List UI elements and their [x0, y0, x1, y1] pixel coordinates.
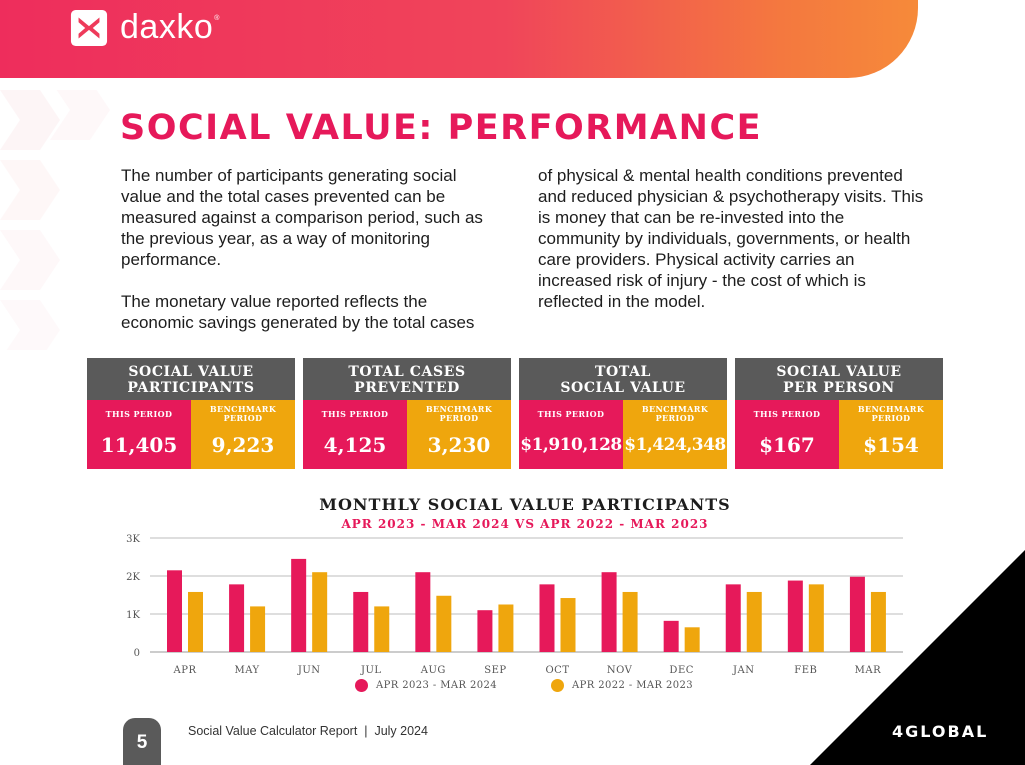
- x-tick-label: FEB: [794, 665, 817, 676]
- kpi-bench-value: $154: [863, 433, 919, 457]
- brand-name: daxko: [120, 8, 214, 46]
- kpi-card-participants: SOCIAL VALUE PARTICIPANTS THIS PERIOD 11…: [87, 358, 295, 469]
- x-tick-label: JAN: [732, 665, 754, 676]
- bar-benchmark: [498, 604, 514, 652]
- bar-current: [415, 572, 431, 652]
- legend-dot-benchmark: [551, 679, 564, 692]
- bar-current: [477, 610, 493, 652]
- kpi-bench-label: BENCHMARK PERIOD: [857, 404, 925, 423]
- daxko-logo-icon: [70, 9, 108, 46]
- kpi-benchmark-period: BENCHMARK PERIOD $1,424,348: [623, 400, 727, 469]
- kpi-card-value-per-person: SOCIAL VALUE PER PERSON THIS PERIOD $167…: [735, 358, 943, 469]
- bar-current: [229, 584, 245, 652]
- kpi-this-period: THIS PERIOD $1,910,128: [519, 400, 623, 469]
- x-tick-label: AUG: [420, 665, 446, 676]
- y-tick-label: 0: [134, 648, 140, 659]
- chart-subtitle: APR 2023 - MAR 2024 VS APR 2022 - MAR 20…: [341, 517, 709, 531]
- legend-item-current: APR 2023 - MAR 2024: [355, 679, 497, 692]
- page-title: SOCIAL VALUE: PERFORMANCE: [120, 108, 763, 148]
- bar-current: [663, 620, 679, 652]
- bar-benchmark: [870, 591, 886, 652]
- header-band: [0, 0, 918, 78]
- bar-current: [849, 576, 865, 652]
- kpi-title: SOCIAL VALUE PER PERSON: [735, 358, 943, 400]
- bar-benchmark: [808, 584, 824, 652]
- bar-current: [353, 591, 369, 652]
- x-tick-label: JUL: [360, 665, 382, 676]
- y-tick-label: 1K: [126, 610, 140, 621]
- kpi-bench-value: 9,223: [211, 433, 275, 457]
- intro-right-column: of physical & mental health conditions p…: [538, 165, 928, 312]
- daxko-logo[interactable]: daxko ®: [70, 8, 219, 47]
- kpi-this-period: THIS PERIOD $167: [735, 400, 839, 469]
- kpi-benchmark-period: BENCHMARK PERIOD 9,223: [191, 400, 295, 469]
- bar-current: [725, 584, 741, 652]
- bar-benchmark: [622, 591, 638, 652]
- partner-logo-4global: 4GLOBAL: [892, 722, 989, 741]
- kpi-card-total-social-value: TOTAL SOCIAL VALUE THIS PERIOD $1,910,12…: [519, 358, 727, 469]
- page-number: 5: [123, 718, 161, 765]
- kpi-benchmark-period: BENCHMARK PERIOD $154: [839, 400, 943, 469]
- x-tick-label: DEC: [669, 665, 693, 676]
- kpi-this-period: THIS PERIOD 4,125: [303, 400, 407, 469]
- bar-benchmark: [684, 627, 700, 652]
- x-tick-label: SEP: [484, 665, 506, 676]
- kpi-this-value: 4,125: [323, 433, 387, 457]
- intro-paragraph-3: of physical & mental health conditions p…: [538, 166, 924, 311]
- kpi-this-period: THIS PERIOD 11,405: [87, 400, 191, 469]
- bar-benchmark: [560, 598, 576, 652]
- decorative-chevrons: [0, 90, 110, 350]
- intro-left-column: The number of participants generating so…: [121, 165, 501, 333]
- bar-benchmark: [250, 606, 266, 652]
- bar-current: [291, 558, 307, 652]
- corner-triangle: [810, 550, 1025, 765]
- legend-dot-current: [355, 679, 368, 692]
- bar-benchmark: [746, 591, 762, 652]
- chart-title: MONTHLY SOCIAL VALUE PARTICIPANTS: [319, 495, 731, 514]
- kpi-bench-value: 3,230: [427, 433, 491, 457]
- intro-paragraph-2: The monetary value reported reflects the…: [121, 292, 475, 332]
- kpi-title: TOTAL CASES PREVENTED: [303, 358, 511, 400]
- kpi-title: TOTAL SOCIAL VALUE: [519, 358, 727, 400]
- kpi-card-cases-prevented: TOTAL CASES PREVENTED THIS PERIOD 4,125 …: [303, 358, 511, 469]
- x-tick-label: APR: [173, 665, 197, 676]
- kpi-bench-label: BENCHMARK PERIOD: [425, 404, 493, 423]
- x-tick-label: MAR: [855, 665, 882, 676]
- bar-benchmark: [374, 606, 390, 652]
- bar-benchmark: [436, 595, 452, 652]
- legend-label-current: APR 2023 - MAR 2024: [376, 680, 498, 691]
- kpi-benchmark-period: BENCHMARK PERIOD 3,230: [407, 400, 511, 469]
- kpi-this-label: THIS PERIOD: [753, 408, 821, 419]
- kpi-bench-label: BENCHMARK PERIOD: [209, 404, 277, 423]
- x-tick-label: MAY: [234, 665, 259, 676]
- x-tick-label: JUN: [297, 665, 321, 676]
- kpi-this-value: $167: [759, 433, 815, 457]
- bar-current: [787, 580, 803, 652]
- y-tick-label: 2K: [126, 572, 140, 583]
- x-tick-label: NOV: [607, 665, 633, 676]
- kpi-this-value: $1,910,128: [520, 435, 622, 455]
- bar-current: [167, 570, 182, 652]
- kpi-this-label: THIS PERIOD: [537, 408, 605, 419]
- bar-current: [539, 584, 555, 652]
- bar-current: [601, 572, 617, 652]
- kpi-this-label: THIS PERIOD: [105, 408, 173, 419]
- y-tick-label: 3K: [126, 534, 140, 545]
- footer-report-text: Social Value Calculator Report | July 20…: [188, 724, 428, 738]
- kpi-bench-label: BENCHMARK PERIOD: [641, 404, 709, 423]
- bar-benchmark: [312, 572, 328, 652]
- intro-paragraph-1: The number of participants generating so…: [121, 166, 483, 269]
- registered-mark: ®: [214, 15, 220, 22]
- bar-benchmark: [188, 591, 203, 652]
- kpi-title: SOCIAL VALUE PARTICIPANTS: [87, 358, 295, 400]
- legend-label-benchmark: APR 2022 - MAR 2023: [572, 680, 694, 691]
- kpi-this-value: 11,405: [100, 433, 178, 457]
- legend-item-benchmark: APR 2022 - MAR 2023: [551, 679, 693, 692]
- kpi-this-label: THIS PERIOD: [321, 408, 389, 419]
- kpi-bench-value: $1,424,348: [624, 435, 726, 455]
- x-tick-label: OCT: [545, 665, 569, 676]
